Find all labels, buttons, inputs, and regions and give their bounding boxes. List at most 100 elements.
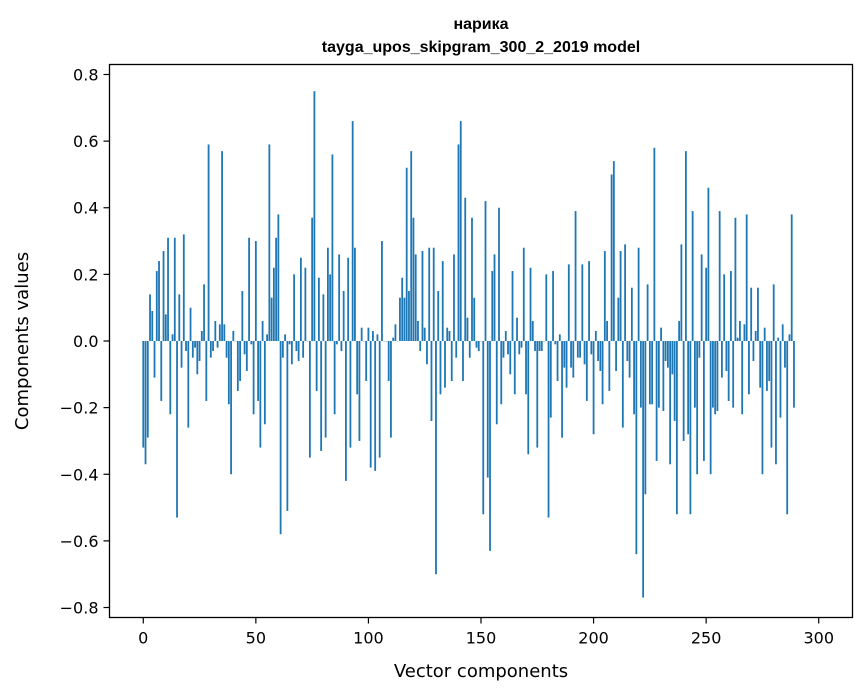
bar (336, 341, 338, 345)
bar (599, 341, 602, 371)
bar (207, 144, 210, 341)
bar (657, 341, 660, 408)
bar (356, 341, 359, 395)
bar (345, 341, 347, 481)
bar (673, 341, 676, 421)
bar (730, 271, 732, 341)
bar (187, 341, 190, 428)
y-tick-label: 0.0 (73, 332, 98, 351)
y-tick-label: 0.6 (73, 132, 98, 151)
bar (716, 341, 719, 411)
bar (486, 341, 489, 478)
bar (302, 341, 305, 358)
bar (376, 334, 379, 341)
bar (527, 341, 530, 455)
bar (279, 341, 282, 535)
bar (243, 341, 246, 355)
bar (394, 324, 397, 341)
bar (153, 341, 156, 378)
bar (239, 341, 241, 381)
bar (583, 341, 586, 365)
y-tick-label: −0.8 (60, 599, 99, 618)
x-tick-label: 300 (803, 629, 834, 648)
bar (610, 174, 613, 341)
bar (327, 247, 329, 341)
bar (349, 341, 352, 448)
bar (655, 341, 658, 461)
bar (304, 267, 307, 341)
bar (561, 341, 563, 438)
bar (531, 321, 534, 341)
bar (525, 341, 527, 395)
bar (590, 341, 593, 355)
bar (745, 214, 748, 341)
x-tick-label: 250 (691, 629, 722, 648)
bar (230, 341, 232, 475)
bar (563, 341, 566, 368)
bar (381, 241, 383, 341)
bar (221, 151, 223, 341)
bar (572, 341, 575, 378)
bar (372, 331, 374, 341)
bar (367, 327, 370, 341)
bar (419, 341, 422, 351)
bar (709, 341, 712, 475)
bar (540, 341, 543, 351)
bar (601, 341, 604, 405)
bar (462, 341, 464, 381)
bar (272, 267, 275, 341)
y-tick-label: −0.6 (60, 532, 99, 551)
bar (585, 341, 588, 401)
bar (491, 271, 494, 341)
bar (275, 237, 278, 341)
bar (766, 341, 768, 391)
bar (630, 287, 633, 341)
bar (158, 261, 160, 341)
plot-frame (108, 63, 854, 619)
bar (180, 341, 183, 368)
bar (651, 341, 654, 405)
bar (284, 334, 287, 341)
bar (308, 341, 311, 458)
y-axis-ticks: −0.8 −0.6 −0.4 −0.2 0.0 0.2 0.4 0.6 0.8 (60, 65, 110, 618)
bar (232, 331, 235, 341)
bar (459, 121, 462, 341)
bar (754, 331, 757, 341)
y-tick-label: 0.2 (73, 265, 98, 284)
bar (763, 327, 766, 341)
bar (698, 341, 701, 358)
chart-title: нарика (453, 16, 508, 33)
bar (351, 121, 354, 341)
bar (189, 307, 192, 341)
bar (768, 341, 771, 381)
bar (475, 341, 478, 348)
bar (752, 341, 755, 361)
bar (612, 161, 615, 341)
bar (536, 341, 539, 448)
bar (245, 341, 248, 371)
bar (324, 341, 327, 438)
bar (693, 341, 696, 408)
bar (173, 237, 176, 341)
bar (320, 341, 323, 451)
bar (779, 341, 782, 418)
bar (606, 321, 608, 341)
bar (182, 234, 185, 341)
bar (471, 217, 473, 341)
bar (426, 341, 428, 365)
bar (666, 341, 669, 368)
bar (410, 151, 413, 341)
bar (191, 341, 194, 358)
y-tick-label: −0.2 (60, 399, 99, 418)
bar (500, 341, 503, 405)
bar (444, 341, 446, 388)
bar (441, 261, 444, 341)
bar (281, 341, 284, 358)
bar (286, 341, 289, 511)
bar (502, 341, 505, 358)
bar (358, 341, 361, 441)
bar (700, 254, 703, 341)
bar (342, 291, 345, 341)
bar (227, 341, 230, 405)
bar (554, 341, 557, 345)
